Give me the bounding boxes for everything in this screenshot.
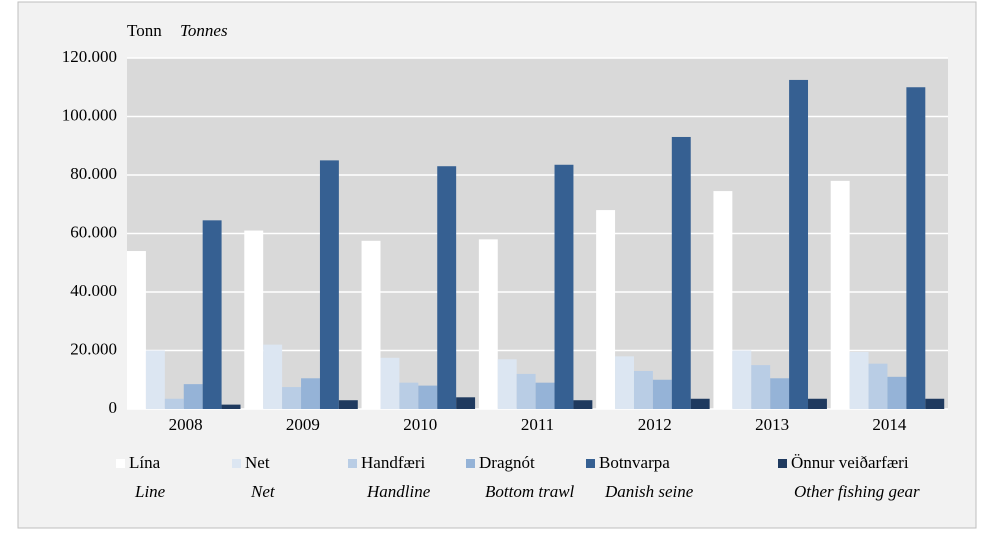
bar [301,378,320,409]
bar [478,239,498,409]
bar [127,251,146,409]
bar [456,397,476,409]
legend-label: Botnvarpa [599,453,670,472]
y-tick-label: 0 [109,398,118,417]
bar [554,164,574,409]
bar [830,180,850,409]
bar [596,210,616,409]
bar [808,398,827,409]
legend-label: Net [245,453,270,472]
legend-marker [348,459,357,468]
y-tick-label: 120.000 [62,47,117,66]
bar [713,191,733,409]
legend-translation: Danish seine [604,482,694,501]
bar [615,356,634,409]
bar [516,373,536,409]
legend-marker [778,459,787,468]
x-tick-label: 2013 [755,415,789,434]
x-tick-label: 2014 [872,415,907,434]
bar [361,240,381,409]
y-axis-label: Tonn [127,21,162,40]
bar [282,387,302,409]
y-tick-label: 40.000 [70,281,117,300]
y-tick-label: 80.000 [70,164,117,183]
bar [535,382,555,409]
bar [399,382,419,409]
bar [380,357,400,409]
legend-translation: Other fishing gear [794,482,920,501]
x-tick-label: 2011 [521,415,554,434]
legend-label: Dragnót [479,453,535,472]
legend-label: Handfæri [361,453,425,472]
bar [887,376,907,409]
bar [751,365,771,409]
y-tick-label: 20.000 [70,339,117,358]
legend-translation: Net [250,482,276,501]
legend-translation: Bottom trawl [485,482,575,501]
legend-translation: Line [134,482,166,501]
bar [633,370,653,409]
y-tick-label: 60.000 [70,222,117,241]
bar [244,230,264,409]
y-tick-label: 100.000 [62,105,117,124]
legend-marker [232,459,241,468]
bar [868,363,888,409]
bar [263,344,283,409]
x-tick-label: 2010 [403,415,437,434]
bar [906,87,926,409]
legend-marker [116,459,125,468]
bar [183,384,203,409]
legend-marker [466,459,475,468]
bar [145,350,165,409]
bar [319,160,339,409]
legend-translation: Handline [366,482,431,501]
bar [202,220,222,409]
bar [925,398,945,409]
bar [221,404,241,409]
bar [789,79,809,409]
bar [652,379,672,409]
bar [418,385,438,409]
legend-marker [586,459,595,468]
bar [164,398,184,409]
legend-label: Önnur veiðarfæri [791,453,909,472]
bar [573,400,593,409]
bar [497,359,517,409]
bar [849,351,869,409]
bar [338,400,358,409]
bar [671,136,691,409]
bar [437,166,457,409]
bar [770,378,790,409]
y-axis-label-translation: Tonnes [180,21,228,40]
legend-label: Lína [129,453,161,472]
bar [732,350,752,409]
bar [690,398,710,409]
x-tick-label: 2012 [638,415,672,434]
x-tick-label: 2008 [169,415,203,434]
x-tick-label: 2009 [286,415,320,434]
